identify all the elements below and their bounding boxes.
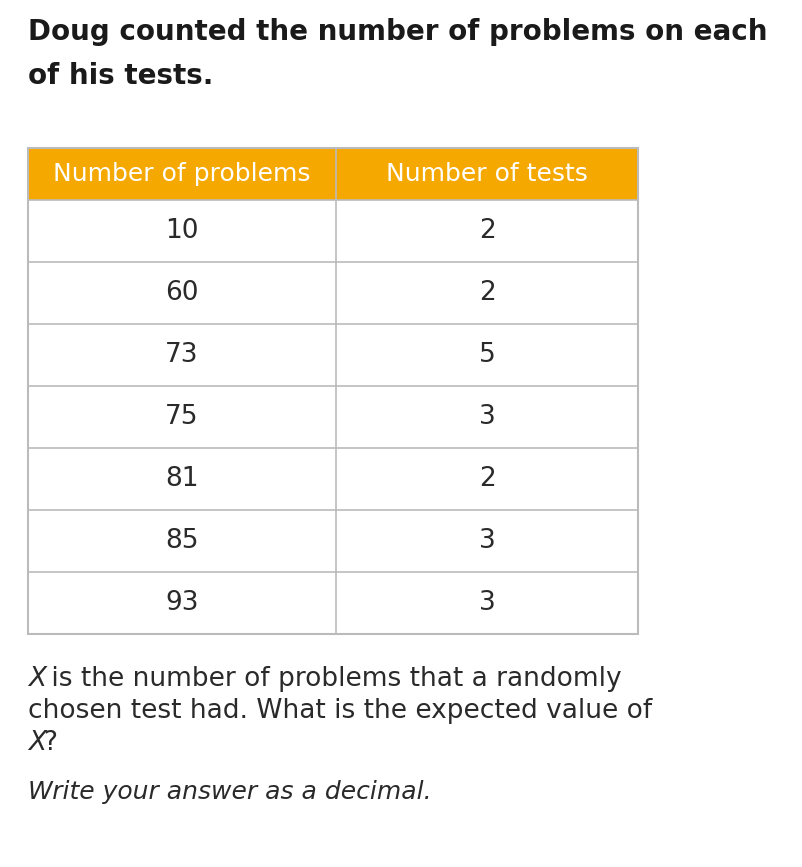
Bar [28,324,638,386]
Text: 85: 85 [165,528,199,554]
Text: ?: ? [43,730,57,756]
Text: X: X [28,730,47,756]
Text: 2: 2 [479,466,496,492]
Text: 10: 10 [165,218,199,244]
Text: 2: 2 [479,280,496,306]
Text: 81: 81 [165,466,199,492]
Bar [28,200,638,262]
Text: X: X [28,666,47,692]
Text: 2: 2 [479,218,496,244]
Text: 3: 3 [479,528,496,554]
Text: 73: 73 [165,342,199,368]
Text: 3: 3 [479,590,496,616]
Text: Doug counted the number of problems on each: Doug counted the number of problems on e… [28,18,768,46]
Text: of his tests.: of his tests. [28,62,213,90]
Bar [28,572,638,634]
Text: is the number of problems that a randomly: is the number of problems that a randoml… [43,666,622,692]
Text: Number of tests: Number of tests [386,162,588,186]
Text: 5: 5 [479,342,496,368]
Text: Write your answer as a decimal.: Write your answer as a decimal. [28,780,431,804]
Text: 60: 60 [165,280,199,306]
Text: Number of problems: Number of problems [53,162,310,186]
Bar [28,386,638,448]
Bar [28,148,638,200]
Text: 93: 93 [165,590,199,616]
Text: 3: 3 [479,404,496,430]
Bar [28,148,638,634]
Bar [28,510,638,572]
Bar [28,448,638,510]
Text: 75: 75 [165,404,199,430]
Bar [28,262,638,324]
Text: chosen test had. What is the expected value of: chosen test had. What is the expected va… [28,698,652,724]
